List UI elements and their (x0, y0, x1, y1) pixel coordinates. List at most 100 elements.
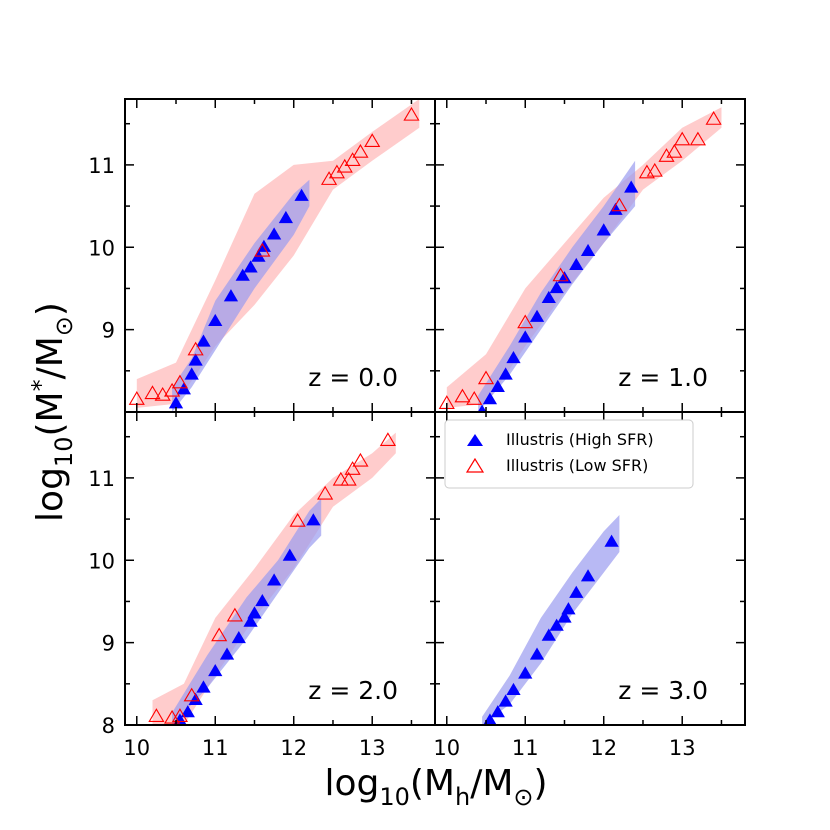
y-tick-label: 8 (102, 714, 115, 738)
y-tick-label: 10 (88, 236, 115, 260)
low-sfr-point (674, 131, 691, 146)
high-sfr-point (188, 353, 203, 366)
legend-frame (444, 419, 694, 489)
high-sfr-point (490, 705, 505, 718)
high-sfr-point (208, 313, 223, 327)
x-tick-label: 10 (123, 736, 150, 760)
panel-plot-area (148, 432, 396, 725)
low-sfr-point (517, 314, 534, 329)
panel-plot-area (438, 107, 722, 412)
low-sfr-point (352, 143, 369, 158)
high-sfr-point (506, 350, 521, 364)
panel-plot-area (128, 99, 420, 412)
high-sfr-point (580, 243, 596, 257)
redshift-label: z = 0.0 (308, 363, 398, 392)
x-tick-label: 11 (512, 736, 539, 760)
low-sfr-point (689, 131, 706, 146)
y-tick-label: 10 (88, 549, 115, 573)
low-sfr-point (171, 708, 189, 722)
high-sfr-point (168, 396, 184, 409)
high-sfr-point (604, 534, 619, 547)
low-sfr-point (466, 391, 483, 405)
legend-low-sfr-label: Illustris (Low SFR) (506, 456, 648, 475)
high-sfr-band (172, 498, 322, 725)
low-sfr-point (705, 111, 722, 125)
low-sfr-point (144, 385, 161, 400)
high-sfr-point (557, 271, 572, 284)
high-sfr-point (196, 334, 211, 347)
high-sfr-point (306, 513, 321, 526)
high-sfr-point (549, 618, 564, 631)
high-sfr-point (208, 663, 223, 677)
low-sfr-point (364, 133, 381, 148)
legend-high-sfr-marker-icon (467, 434, 483, 446)
panel-ticks (125, 412, 435, 726)
high-sfr-point (278, 210, 294, 224)
high-sfr-point (235, 268, 250, 281)
low-sfr-point (332, 471, 349, 486)
panel-ticks (435, 412, 745, 726)
high-sfr-point (223, 289, 239, 302)
redshift-label: z = 3.0 (618, 676, 708, 705)
legend-high-sfr-label: Illustris (High SFR) (506, 430, 654, 449)
high-sfr-point (498, 694, 513, 707)
high-sfr-band (482, 515, 620, 725)
high-sfr-point (477, 404, 487, 412)
low-sfr-point (171, 374, 189, 389)
low-sfr-point (477, 370, 495, 385)
high-sfr-point (608, 202, 623, 215)
redshift-label: z = 2.0 (308, 676, 398, 705)
high-sfr-point (184, 367, 199, 380)
x-tick-label: 12 (590, 736, 617, 760)
panels-group: z = 0.0 z = 1.0 z = 2.0 z = 3.0 (124, 98, 746, 726)
high-sfr-point (294, 188, 309, 201)
low-sfr-point (646, 162, 663, 177)
high-sfr-point (518, 666, 533, 679)
low-sfr-point (611, 197, 628, 212)
low-sfr-point (352, 452, 369, 467)
low-sfr-point (254, 242, 271, 257)
low-sfr-point (289, 512, 306, 527)
high-sfr-point (243, 614, 258, 627)
high-sfr-point (196, 680, 211, 693)
y-tick-label: 11 (88, 467, 115, 491)
y-axis-label: log10(M*/M⊙) (27, 302, 78, 522)
low-sfr-point (658, 148, 675, 162)
high-sfr-point (541, 290, 556, 303)
low-sfr-point (379, 432, 396, 447)
panel-plot-area (482, 515, 620, 725)
high-sfr-point (482, 392, 498, 405)
high-sfr-point (549, 280, 564, 294)
low-sfr-point (183, 687, 200, 702)
panel-3: z = 2.0 (124, 411, 436, 726)
low-sfr-point (148, 708, 165, 722)
high-sfr-point (243, 260, 258, 273)
high-sfr-point (580, 569, 596, 582)
low-sfr-point (211, 627, 228, 642)
high-sfr-point (282, 548, 297, 561)
panel-4: z = 3.0 (434, 411, 746, 726)
high-sfr-point (255, 593, 270, 607)
high-sfr-point (541, 628, 556, 641)
high-sfr-point (518, 330, 533, 343)
high-sfr-point (266, 573, 282, 586)
low-sfr-point (454, 388, 471, 403)
low-sfr-point (317, 485, 334, 500)
high-sfr-point (561, 602, 576, 615)
x-axis-label: log10(Mh/M⊙) (324, 763, 547, 811)
x-tick-label: 12 (280, 736, 307, 760)
y-tick-label: 9 (102, 319, 115, 343)
low-sfr-point (666, 143, 683, 158)
high-sfr-point (529, 309, 545, 322)
high-sfr-point (569, 585, 584, 598)
high-sfr-point (188, 692, 203, 705)
low-sfr-point (164, 382, 181, 397)
tick-labels-group: 9 10 11 8 9 10 11 10 11 12 13 10 11 12 13 (88, 154, 695, 760)
low-sfr-point (226, 607, 243, 622)
high-sfr-point (498, 367, 513, 380)
legend: Illustris (High SFR) Illustris (Low SFR) (444, 419, 694, 489)
high-sfr-point (569, 257, 584, 271)
low-sfr-point (344, 461, 361, 475)
panel-ticks (435, 99, 745, 413)
low-sfr-point (552, 267, 569, 282)
